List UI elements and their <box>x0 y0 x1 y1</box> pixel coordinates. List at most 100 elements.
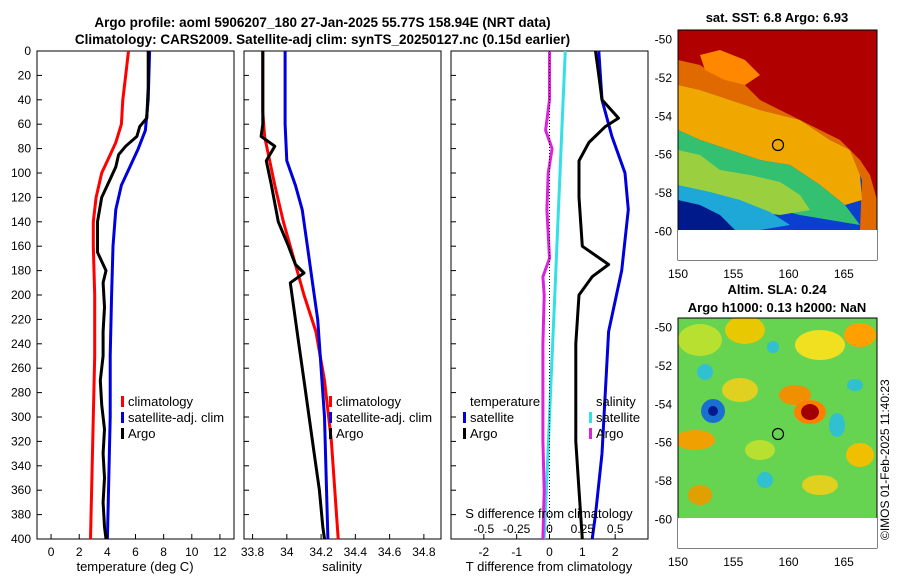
legend-label-argo: Argo <box>128 426 155 441</box>
salinity-axes <box>243 50 442 540</box>
y-tick-label: 300 <box>11 410 31 424</box>
map-y-tick-label: -60 <box>655 224 673 238</box>
x2-tick-label: 0 <box>546 522 553 536</box>
figure-title-line1: Argo profile: aoml 5906207_180 27-Jan-20… <box>94 15 551 30</box>
legend-swatch-s-argo <box>589 428 592 439</box>
x-tick-label: 33.8 <box>241 545 265 559</box>
legend-label-t-satellite: satellite <box>470 410 514 425</box>
y-tick-label: 200 <box>11 288 31 302</box>
legend-label-satellite: satellite-adj. clim <box>128 410 224 425</box>
map-y-tick-label: -52 <box>655 71 673 85</box>
y-tick-label: 140 <box>11 215 31 229</box>
y-tick-label: 400 <box>11 532 31 546</box>
difference-legend: temperature satellite Argo salinity sate… <box>463 394 640 441</box>
legend-label-s-argo: Argo <box>596 426 623 441</box>
map-y-tick-label: -54 <box>655 109 673 123</box>
sla-map-title-line1: Altim. SLA: 0.24 <box>728 282 828 297</box>
legend-swatch-climatology <box>121 396 124 407</box>
y-tick-label: 0 <box>24 44 31 58</box>
map-x-tick-label: 165 <box>834 555 854 569</box>
series-line-argo <box>259 51 326 540</box>
difference-x2label: S difference from climatology <box>465 506 633 521</box>
sst-map-title: sat. SST: 6.8 Argo: 6.93 <box>706 10 849 25</box>
x-tick-label: -2 <box>478 545 489 559</box>
legend-swatch-satellite <box>121 412 124 423</box>
imos-credit: ©IMOS 01-Feb-2025 11:40:23 <box>878 379 892 540</box>
y-tick-label: 100 <box>11 166 31 180</box>
y-tick-label: 340 <box>11 459 31 473</box>
y-tick-label: 160 <box>11 239 31 253</box>
sla-map-title-line2: Argo h1000: 0.13 h2000: NaN <box>688 300 866 315</box>
sst-argo-marker <box>771 138 785 152</box>
y-tick-label: 60 <box>18 117 32 131</box>
y-tick-label: 120 <box>11 190 31 204</box>
x-tick-label: 34 <box>280 545 294 559</box>
legend-swatch-s-satellite <box>589 412 592 423</box>
map-y-tick-label: -58 <box>655 186 673 200</box>
legend-label-salinity: salinity <box>596 394 636 409</box>
legend-swatch-t-satellite <box>463 412 466 423</box>
temperature-legend: climatology satellite-adj. clim Argo <box>121 394 224 441</box>
map-x-tick-label: 155 <box>723 267 743 281</box>
series-line-satellite-adj-clim <box>105 50 152 540</box>
map-x-tick-label: 155 <box>723 555 743 569</box>
series-line-t-argo <box>574 50 620 540</box>
y-tick-label: 40 <box>18 93 32 107</box>
series-line-satellite-adj-clim <box>283 51 330 540</box>
figure-title-line2: Climatology: CARS2009. Satellite-adj cli… <box>74 32 571 47</box>
y-tick-label: 320 <box>11 434 31 448</box>
map-x-tick-label: 160 <box>779 555 799 569</box>
map-y-tick-label: -50 <box>655 33 673 47</box>
x-tick-label: 12 <box>213 545 227 559</box>
legend-swatch-argo <box>329 428 332 439</box>
x-tick-label: 34.2 <box>309 545 333 559</box>
salinity-legend: climatology satellite-adj. clim Argo <box>329 394 432 441</box>
legend-label-temperature: temperature <box>470 394 540 409</box>
legend-label-argo: Argo <box>336 426 363 441</box>
x-tick-label: 34.4 <box>344 545 368 559</box>
map-x-tick-label: 160 <box>779 267 799 281</box>
x2-tick-label: -0.25 <box>503 522 531 536</box>
y-tick-label: 80 <box>18 142 32 156</box>
x-tick-label: 2 <box>612 545 619 559</box>
x2-tick-label: 0.25 <box>571 522 595 536</box>
map-y-tick-label: -60 <box>655 512 673 526</box>
series-line-s-argo <box>541 51 554 540</box>
sst-heatmap <box>678 30 877 230</box>
x2-tick-label: 0.5 <box>607 522 624 536</box>
legend-label-climatology: climatology <box>128 394 194 409</box>
legend-swatch-argo <box>121 428 124 439</box>
y-tick-label: 380 <box>11 508 31 522</box>
map-y-tick-label: -56 <box>655 148 673 162</box>
map-y-tick-label: -50 <box>655 321 673 335</box>
salinity-xlabel: salinity <box>322 559 362 574</box>
y-tick-label: 360 <box>11 483 31 497</box>
y-tick-label: 180 <box>11 264 31 278</box>
series-line-climatology <box>89 50 130 540</box>
map-x-tick-label: 150 <box>668 267 688 281</box>
temperature-axes <box>36 50 235 540</box>
difference-xlabel: T difference from climatology <box>466 559 633 574</box>
map-x-tick-label: 165 <box>834 267 854 281</box>
x-tick-label: -1 <box>511 545 522 559</box>
series-line-s-satellite <box>542 50 567 540</box>
map-x-tick-label: 150 <box>668 555 688 569</box>
y-tick-label: 240 <box>11 337 31 351</box>
temperature-xlabel: temperature (deg C) <box>76 559 193 574</box>
x-tick-label: 4 <box>104 545 111 559</box>
legend-swatch-climatology <box>329 396 332 407</box>
x-tick-label: 10 <box>185 545 199 559</box>
x-tick-label: 1 <box>579 545 586 559</box>
x-tick-label: 6 <box>132 545 139 559</box>
legend-swatch-t-argo <box>463 428 466 439</box>
x-tick-label: 2 <box>76 545 83 559</box>
legend-swatch-satellite <box>329 412 332 423</box>
x2-tick-label: -0.5 <box>473 522 494 536</box>
legend-label-s-satellite: satellite <box>596 410 640 425</box>
x-tick-label: 0 <box>546 545 553 559</box>
legend-label-t-argo: Argo <box>470 426 497 441</box>
y-tick-label: 220 <box>11 312 31 326</box>
series-line-argo <box>96 51 150 540</box>
map-y-tick-label: -52 <box>655 359 673 373</box>
